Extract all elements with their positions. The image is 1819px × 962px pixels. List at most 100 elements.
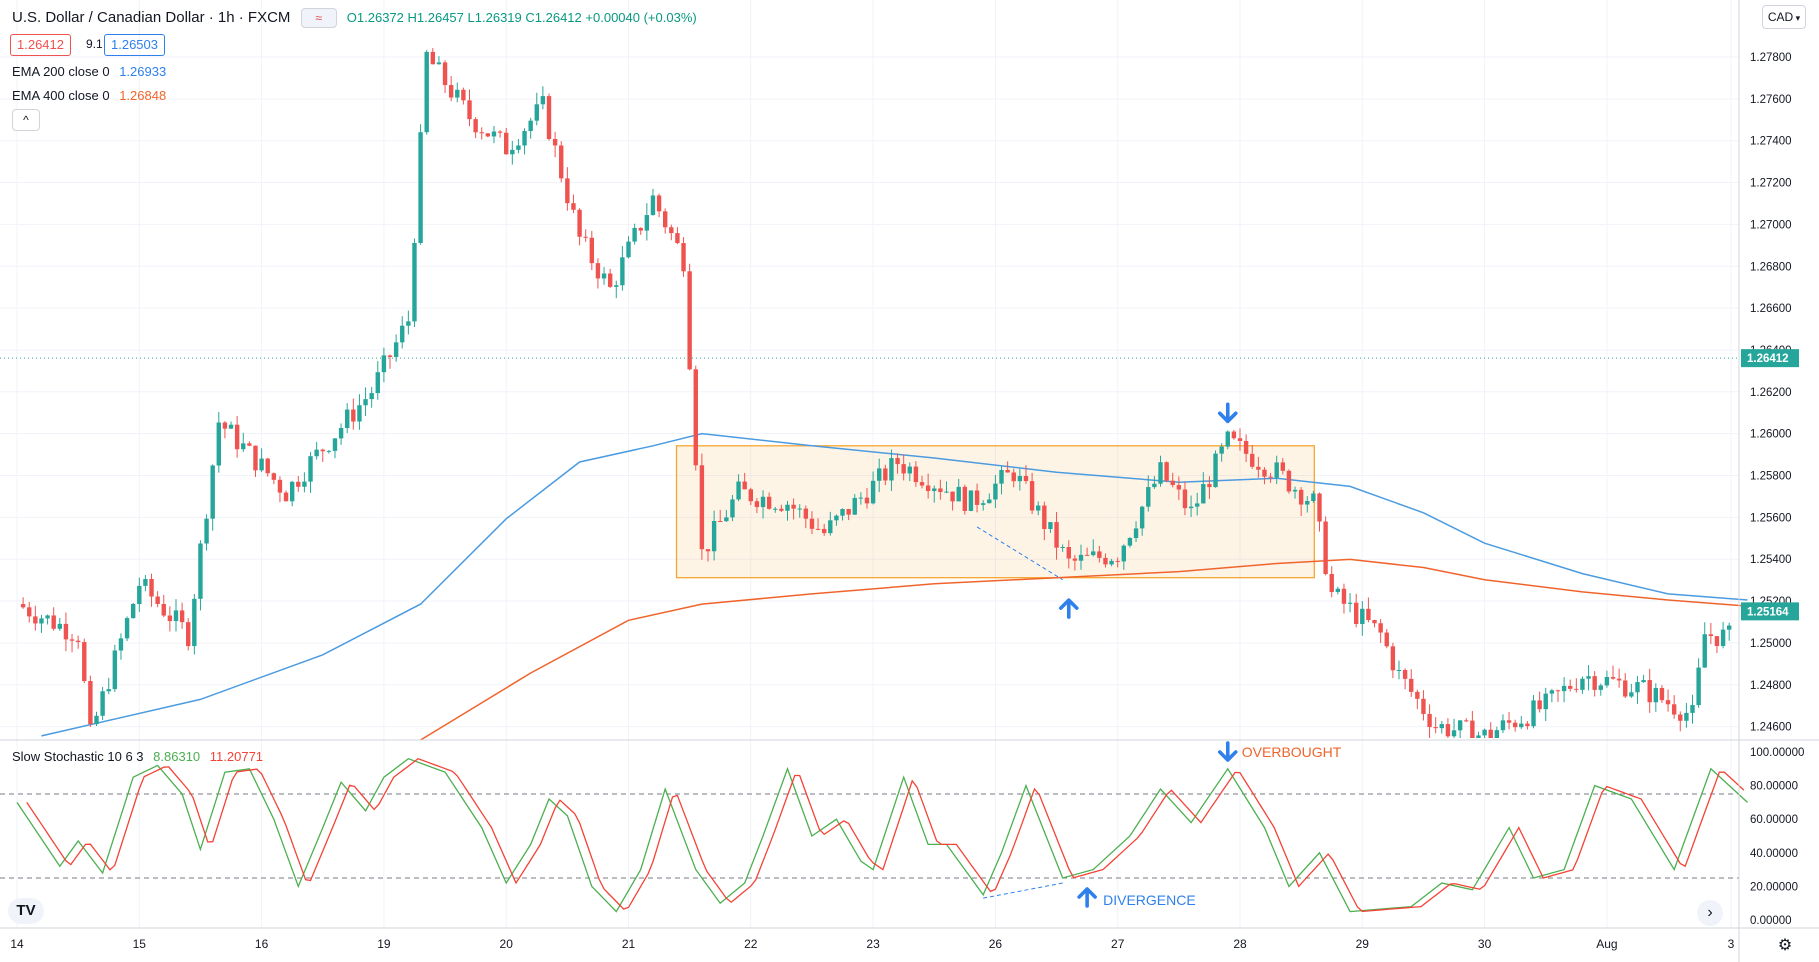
scroll-to-realtime-button[interactable]: › [1697, 900, 1723, 926]
candle-body [1604, 676, 1610, 686]
time-axis-label: 15 [133, 937, 147, 951]
candle-body [773, 508, 778, 510]
candle-body [675, 233, 680, 244]
gear-icon[interactable]: ⚙ [1777, 937, 1793, 954]
candle [1341, 583, 1347, 614]
candle [974, 483, 980, 513]
candle-body [583, 236, 588, 238]
last-price-tag [1741, 349, 1799, 368]
candle-body [1629, 692, 1634, 697]
sell-price-button[interactable]: 1.26412 [10, 34, 71, 56]
candle-body [1384, 632, 1389, 647]
candle [803, 505, 809, 529]
candle-body [1164, 462, 1169, 481]
candle-body [699, 465, 705, 550]
candle-body [999, 469, 1004, 484]
candle-body [448, 85, 454, 98]
candle-body [1427, 713, 1432, 728]
candle-body [1696, 667, 1701, 706]
ema-price-label: 1.25164 [1747, 606, 1789, 618]
candle-body [925, 485, 931, 492]
candle-body [1103, 557, 1108, 565]
candle-body [1353, 602, 1359, 624]
candle [1078, 544, 1084, 570]
candle-body [626, 241, 631, 258]
time-axis-label: 20 [500, 937, 514, 951]
candles-layer [20, 48, 1732, 738]
candle-body [1146, 487, 1151, 507]
candle [644, 203, 650, 241]
candle [27, 601, 32, 623]
candle [1684, 702, 1689, 728]
candle [369, 387, 374, 408]
candle-body [1341, 588, 1347, 604]
candle-body [1616, 678, 1622, 681]
candle [351, 398, 356, 430]
candle [1708, 622, 1714, 645]
candle-body [1139, 506, 1145, 529]
candle-body [1262, 469, 1267, 477]
candle [1427, 704, 1432, 738]
candle-body [1311, 493, 1316, 502]
candle [742, 472, 747, 490]
candle-body [614, 285, 619, 287]
candle [840, 508, 845, 521]
collapse-legend-button[interactable]: ^ [12, 109, 40, 131]
candle [1036, 501, 1041, 516]
candle [1207, 476, 1212, 499]
candle [675, 227, 680, 245]
symbol-title[interactable]: U.S. Dollar / Canadian Dollar · 1h · FXC… [12, 8, 291, 26]
candle-body [75, 640, 81, 643]
candle-body [1647, 680, 1652, 703]
candle-body [1298, 489, 1304, 505]
candle-body [559, 145, 564, 179]
candle-body [351, 409, 356, 422]
candle [1390, 642, 1396, 679]
price-axis-label: 1.25800 [1750, 471, 1792, 483]
stochastic-legend[interactable]: Slow Stochastic 10 6 3 8.86310 11.20771 [12, 749, 263, 764]
candle [730, 494, 735, 522]
buy-price-button[interactable]: 1.26503 [104, 34, 165, 56]
candle-body [589, 237, 595, 264]
compare-icon[interactable]: ≈ [300, 8, 337, 28]
candle [241, 432, 246, 453]
candle-body [956, 486, 961, 502]
candle-body [840, 509, 845, 516]
candle [834, 514, 839, 526]
candle-body [1054, 522, 1059, 548]
candle-body [124, 618, 130, 639]
candle-body [516, 145, 521, 150]
candle-body [1360, 608, 1365, 624]
candle-body [1115, 560, 1120, 562]
candle [1091, 539, 1096, 557]
ema400-legend[interactable]: EMA 400 close 0 1.26848 [12, 88, 166, 103]
candle-body [1396, 669, 1402, 671]
candle [595, 258, 601, 289]
candle [809, 511, 815, 535]
candle [1237, 428, 1243, 451]
ema200-legend[interactable]: EMA 200 close 0 1.26933 [12, 64, 166, 79]
candle [736, 474, 741, 502]
candle-body [1445, 724, 1451, 737]
currency-label: CAD [1767, 10, 1794, 24]
price-axis-label: 1.27800 [1750, 52, 1792, 64]
candle [473, 117, 478, 139]
candle-body [406, 321, 411, 326]
candle-body [155, 596, 160, 604]
time-axis-label: 27 [1111, 937, 1125, 951]
candle-body [932, 488, 937, 492]
price-axis-label: 1.26600 [1750, 303, 1792, 315]
currency-button[interactable]: CAD ▾ [1762, 5, 1806, 29]
candle-body [687, 271, 692, 370]
candle [1451, 718, 1457, 738]
candle [1103, 553, 1108, 568]
candle [1476, 731, 1481, 738]
candle-body [57, 623, 63, 629]
candle [1531, 694, 1536, 729]
candle [1127, 537, 1133, 548]
candle [980, 500, 986, 511]
candle [39, 614, 44, 633]
candle-body [565, 178, 570, 204]
candle-body [705, 549, 711, 552]
